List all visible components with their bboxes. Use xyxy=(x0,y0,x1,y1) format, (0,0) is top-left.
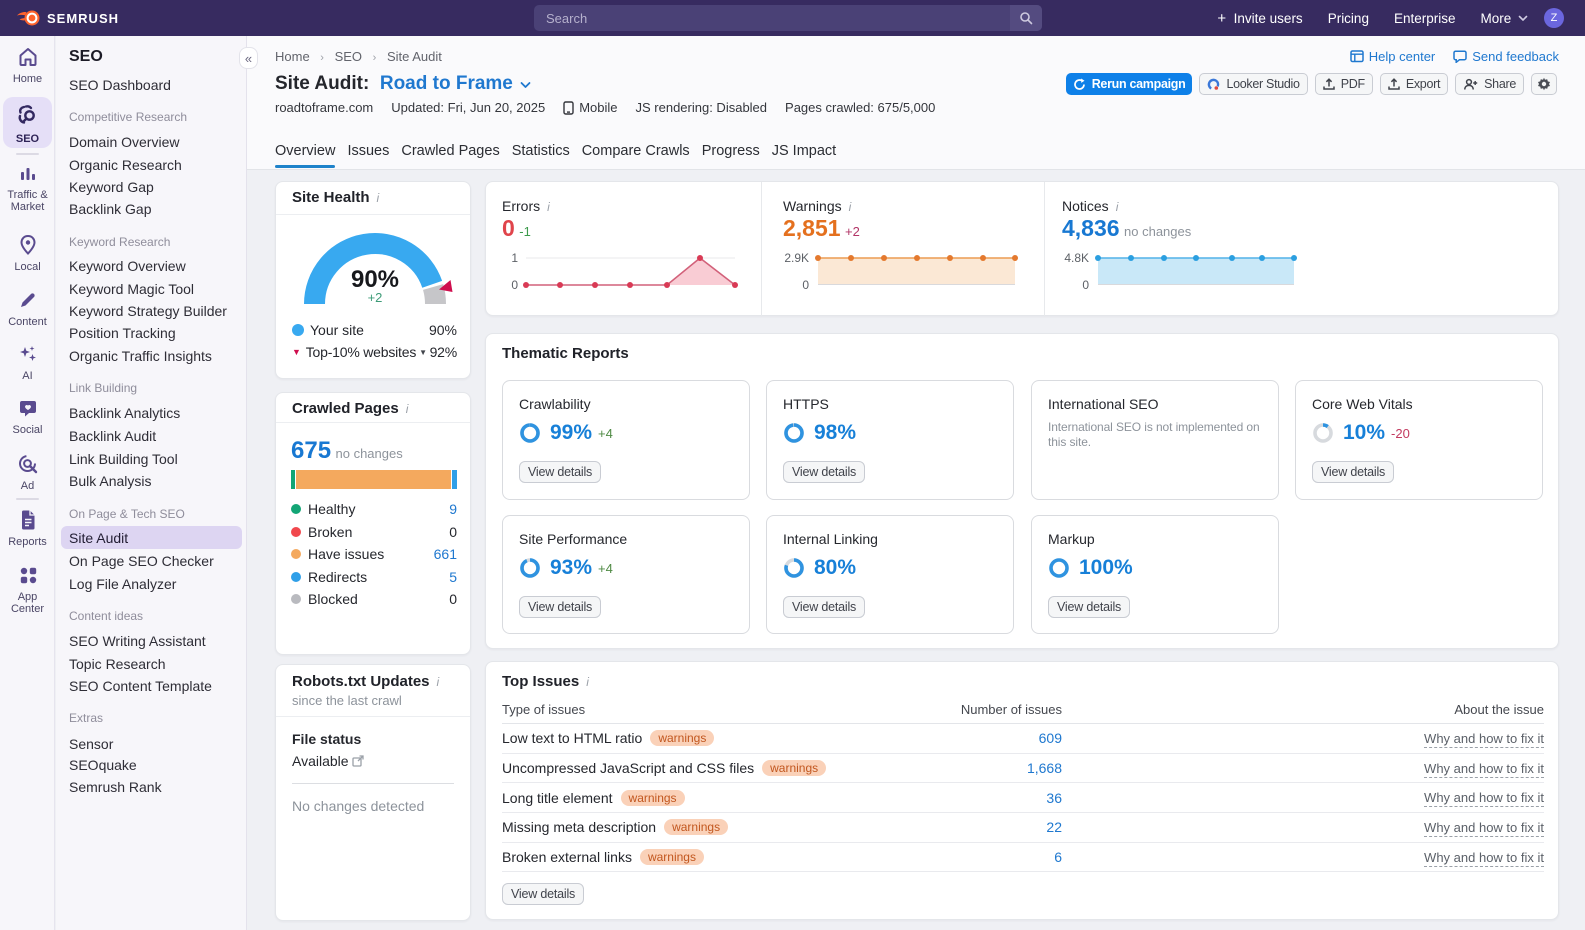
svg-text:4.8K: 4.8K xyxy=(1064,251,1089,265)
svg-text:2.9K: 2.9K xyxy=(784,251,809,265)
svg-text:0: 0 xyxy=(511,278,518,292)
svg-text:1: 1 xyxy=(511,251,518,265)
svg-text:90%: 90% xyxy=(351,266,399,293)
svg-text:0: 0 xyxy=(1082,278,1089,292)
svg-text:0: 0 xyxy=(802,278,809,292)
svg-text:+2: +2 xyxy=(368,290,383,305)
